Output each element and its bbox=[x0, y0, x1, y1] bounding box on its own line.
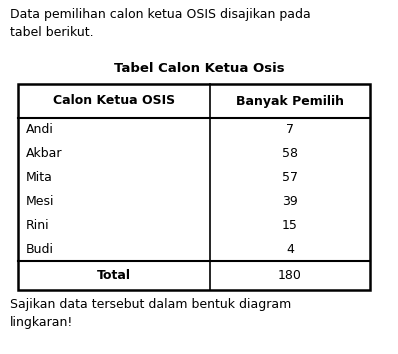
Text: 7: 7 bbox=[286, 124, 294, 136]
Text: 39: 39 bbox=[282, 195, 298, 208]
Text: Mesi: Mesi bbox=[26, 195, 55, 208]
Text: Andi: Andi bbox=[26, 124, 54, 136]
Bar bbox=[18, 84, 370, 290]
Text: 57: 57 bbox=[282, 171, 298, 184]
Text: Calon Ketua OSIS: Calon Ketua OSIS bbox=[53, 95, 175, 108]
Text: 180: 180 bbox=[278, 269, 302, 282]
Text: 15: 15 bbox=[282, 219, 298, 232]
Text: Tabel Calon Ketua Osis: Tabel Calon Ketua Osis bbox=[114, 62, 284, 75]
Text: Total: Total bbox=[97, 269, 131, 282]
Text: Data pemilihan calon ketua OSIS disajikan pada
tabel berikut.: Data pemilihan calon ketua OSIS disajika… bbox=[10, 8, 311, 39]
Text: Banyak Pemilih: Banyak Pemilih bbox=[236, 95, 344, 108]
Text: Budi: Budi bbox=[26, 242, 54, 256]
Text: Mita: Mita bbox=[26, 171, 53, 184]
Text: Rini: Rini bbox=[26, 219, 50, 232]
Text: 4: 4 bbox=[286, 242, 294, 256]
Text: Sajikan data tersebut dalam bentuk diagram
lingkaran!: Sajikan data tersebut dalam bentuk diagr… bbox=[10, 298, 291, 329]
Text: Akbar: Akbar bbox=[26, 147, 62, 160]
Text: 58: 58 bbox=[282, 147, 298, 160]
